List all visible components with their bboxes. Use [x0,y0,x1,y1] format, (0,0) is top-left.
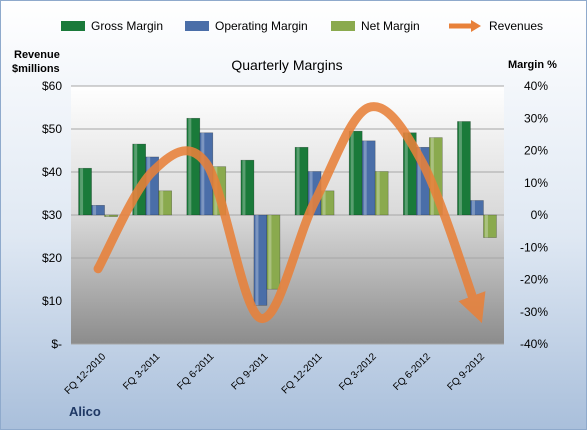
x-tick-label: FQ 3-2012 [337,351,379,393]
x-tick-label: FQ 9-2011 [230,351,271,392]
legend-label-gross-margin: Gross Margin [91,19,163,33]
company-name: Alico [69,404,101,419]
legend-swatch-net-margin [331,21,355,31]
bar-operating-margin [470,200,484,216]
left-tick-label: $- [51,337,62,351]
legend: Gross Margin Operating Margin Net Margin… [61,19,543,33]
legend-item-revenues: Revenues [449,19,543,33]
right-tick-label: -10% [520,240,548,254]
right-tick-label: 30% [524,111,548,125]
legend-label-revenues: Revenues [489,19,543,33]
bar-highlight [309,171,313,215]
bar-highlight [484,215,488,238]
bar-gross-margin [78,167,92,216]
bar-gross-margin [457,121,471,216]
legend-item-operating-margin: Operating Margin [185,19,308,33]
legend-arrow-icon [471,20,481,32]
bar-net-margin [374,171,389,216]
x-axis-labels: FQ 12-2010 FQ 3-2011 FQ 6-2011 FQ 9-2011 FQ … [63,351,488,397]
bar-highlight [376,171,380,215]
revenues-line [93,102,486,324]
revenues-series [93,102,486,324]
left-tick-label: $50 [42,122,62,136]
bar-net-margin [104,214,118,217]
legend-item-gross-margin: Gross Margin [61,19,163,33]
x-tick-label: FQ 9-2012 [445,351,487,393]
bar-highlight [350,131,354,215]
bar-series [78,117,497,306]
bar-highlight [134,144,138,215]
bar-highlight [80,168,84,215]
right-tick-label: 40% [524,79,548,93]
right-tick-label: -20% [520,273,548,287]
bar-highlight [93,205,97,215]
bar-highlight [404,132,408,215]
bar-highlight [363,140,367,215]
legend-item-net-margin: Net Margin [331,19,420,33]
x-tick-label: FQ 3-2011 [121,351,162,392]
right-axis-label: Margin % [508,59,557,71]
bar-highlight [160,190,164,215]
bar-highlight [458,121,462,215]
legend-swatch-gross-margin [61,21,85,31]
right-tick-label: -40% [520,337,548,351]
chart-title: Quarterly Margins [231,57,342,73]
right-axis-ticks: -40% -30% -20% -10% 0% 10% 20% 30% 40% [520,79,548,351]
bar-net-margin [320,190,335,216]
right-tick-label: 10% [524,176,548,190]
right-tick-label: 20% [524,144,548,158]
x-tick-label: FQ 6-2011 [175,351,216,392]
bar-highlight [201,132,205,215]
bar-highlight [417,147,421,215]
bar-highlight [296,147,300,215]
bar-net-margin [266,214,281,290]
bar-highlight [188,118,192,215]
bar-net-margin [158,190,172,216]
left-axis-label-line1: Revenue [14,49,60,61]
bar-operating-margin [91,205,105,216]
left-tick-label: $10 [42,294,62,308]
left-tick-label: $60 [42,79,62,93]
bar-net-margin [483,214,497,238]
right-tick-label: 0% [531,208,549,222]
left-tick-label: $20 [42,251,62,265]
x-tick-label: FQ 6-2012 [391,351,433,393]
legend-label-operating-margin: Operating Margin [215,19,308,33]
bar-highlight [147,156,151,215]
left-tick-label: $30 [42,208,62,222]
x-tick-label: FQ 12-2010 [63,351,109,397]
bar-highlight [471,200,475,215]
bar-highlight [255,215,259,306]
legend-swatch-operating-margin [185,21,209,31]
bar-highlight [242,160,246,215]
bar-highlight [268,215,272,290]
left-axis-label-line2: $millions [12,63,60,75]
right-tick-label: -30% [520,305,548,319]
bar-gross-margin [240,159,255,216]
bar-highlight [106,215,110,217]
left-axis-ticks: $- $10 $20 $30 $40 $50 $60 [42,79,62,351]
left-tick-label: $40 [42,165,62,179]
x-tick-label: FQ 12-2011 [280,351,325,396]
bar-highlight [322,190,326,215]
legend-label-net-margin: Net Margin [361,19,420,33]
